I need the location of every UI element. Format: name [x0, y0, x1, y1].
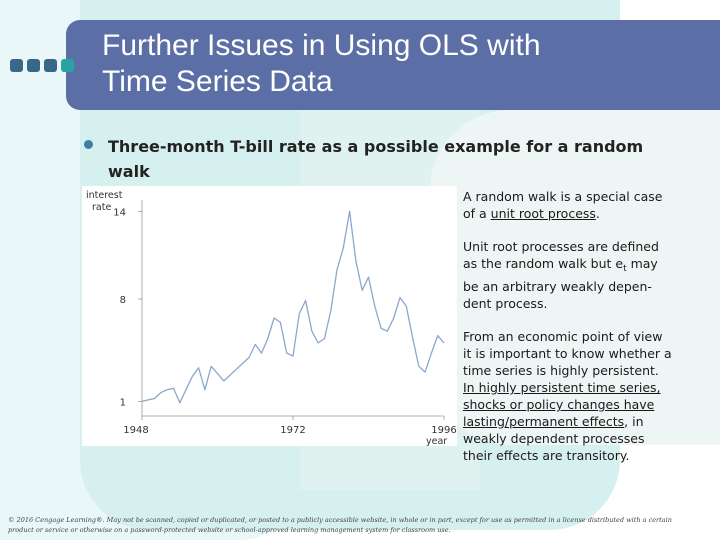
square-icon	[44, 59, 57, 72]
square-icon	[10, 59, 23, 72]
y-axis-label: interest	[86, 190, 123, 201]
y-tick-label: 14	[113, 207, 126, 218]
note-text: From an economic point of view it is imp…	[463, 329, 672, 378]
note-subscript: t	[623, 264, 627, 274]
x-tick-label: 1972	[280, 425, 305, 436]
note-text: may be an arbitrary weakly depen-dent pr…	[463, 256, 658, 311]
title-banner	[66, 20, 720, 110]
y-tick-label: 8	[120, 295, 126, 306]
slide-title: Further Issues in Using OLS with Time Se…	[102, 28, 662, 100]
background-panel-right	[430, 110, 720, 445]
note-text: .	[595, 206, 600, 221]
note-underlined: In highly persistent time series, shocks…	[463, 380, 661, 429]
bullet-line1: Three-month T-bill rate as a possible ex…	[108, 137, 644, 156]
square-icon	[61, 59, 74, 72]
note-unit-root: Unit root processes are defined as the r…	[463, 238, 673, 312]
series-line	[141, 210, 445, 404]
decorative-squares	[10, 59, 76, 72]
note-random-walk: A random walk is a special case of a uni…	[463, 188, 673, 222]
x-axis-label: year	[426, 436, 447, 446]
bullet-icon	[84, 140, 93, 149]
side-notes: A random walk is a special case of a uni…	[463, 188, 673, 480]
note-text: , in weakly dependent processes their ef…	[463, 414, 645, 463]
note-persistence: From an economic point of view it is imp…	[463, 328, 673, 464]
note-text: Unit root processes are defined as the r…	[463, 239, 659, 271]
y-axis-label: rate	[92, 202, 111, 213]
square-icon	[27, 59, 40, 72]
copyright-footer: © 2016 Cengage Learning®. May not be sca…	[8, 516, 672, 534]
y-tick-label: 1	[120, 397, 126, 408]
x-tick-label: 1948	[123, 425, 148, 436]
bullet-text: Three-month T-bill rate as a possible ex…	[108, 134, 668, 184]
slide-title-line1: Further Issues in Using OLS with	[102, 29, 541, 62]
interest-rate-chart: 1 8 14 1948 1972 1996 interest rate year	[82, 186, 457, 446]
slide-title-line2: Time Series Data	[102, 65, 333, 98]
x-tick-label: 1996	[431, 425, 456, 436]
note-text: A random walk is a special case of a	[463, 189, 663, 221]
note-underlined: unit root process	[490, 206, 596, 221]
bullet-line2: walk	[108, 162, 150, 181]
